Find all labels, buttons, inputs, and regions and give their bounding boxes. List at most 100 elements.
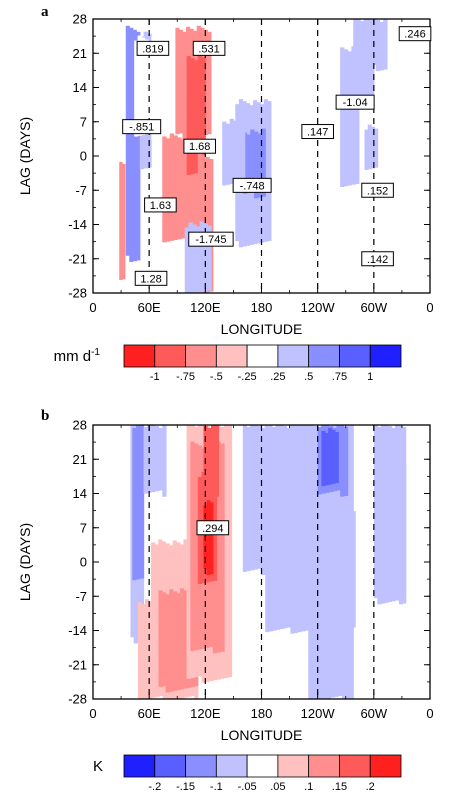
anomaly-cell [317,666,323,697]
x-tick-label: 180 [251,706,273,721]
value-annotation: .294 [202,523,223,535]
value-annotation: .531 [198,43,219,55]
anomaly-cell [136,425,141,580]
anomaly-cell [246,134,251,193]
anomaly-cell [207,225,212,291]
colorbar-swatch [277,344,310,368]
colorbar-unit-superscript: -1 [91,347,100,358]
colorbar-tick-label: -.05 [238,781,257,793]
anomaly-cell [184,134,190,238]
anomaly-cell [253,425,258,570]
anomaly-cell [275,425,280,572]
value-annotation-box [122,119,162,135]
anomaly-cell [165,543,170,612]
anomaly-cell [295,425,300,541]
anomaly-cell [169,133,175,241]
y-tick-label: -14 [68,623,87,638]
colorbar-tick-label: -.25 [238,371,257,383]
anomaly-cell [312,610,317,699]
anomaly-cell [194,443,199,651]
anomaly-cell [308,608,313,699]
y-tick-label: -21 [68,251,87,266]
colorbar-swatch [339,754,371,778]
value-annotation: 1.63 [150,200,171,212]
anomaly-cell [186,425,191,679]
anomaly-cell [395,467,400,599]
anomaly-cell [246,427,251,572]
anomaly-cell [311,510,317,630]
anomaly-cell [283,515,288,629]
y-axis-label: LAG (DAYS) [17,117,33,195]
anomaly-cell [398,462,403,605]
anomaly-cell [161,541,167,612]
anomaly-cell [297,516,302,633]
anomaly-cell [201,57,206,179]
x-axis-label: LONGITUDE [221,727,303,743]
anomaly-cell [276,511,281,630]
value-annotation-box [398,26,432,42]
value-annotation: .152 [367,185,388,197]
anomaly-cell [334,608,339,697]
anomaly-cell [224,425,229,678]
y-tick-label: -21 [68,657,87,672]
colorbar-swatch [154,344,186,368]
anomaly-cell [330,613,336,698]
anomaly-cell [333,515,338,632]
colorbar-tick-label: .2 [366,781,375,793]
anomaly-cell [304,513,309,631]
anomaly-cell [194,60,199,174]
anomaly-cell [183,539,188,615]
anomaly-cell [351,511,356,628]
anomaly-cell [186,56,191,175]
anomaly-cell [155,598,160,697]
y-tick-label: -7 [75,589,87,604]
anomaly-cell [343,49,349,187]
anomaly-cell [363,19,368,108]
anomaly-cell [220,443,225,652]
anomaly-cell [139,425,145,579]
anomaly-cell [379,22,384,71]
anomaly-cell [374,128,379,168]
anomaly-cell [179,544,185,608]
anomaly-cell [192,224,197,293]
colorbar-unit: K [93,758,103,775]
anomaly-cell [151,425,156,493]
value-annotation-box [335,94,375,110]
value-annotation-box [232,177,272,193]
colorbar-tick-label: .25 [270,371,285,383]
anomaly-cell [122,163,126,280]
y-tick-label: 0 [80,149,87,164]
y-tick-label: 7 [80,520,87,535]
value-annotation: .819 [142,43,163,55]
anomaly-cell [192,138,197,237]
anomaly-cell [286,510,292,628]
y-tick-label: -7 [75,183,87,198]
anomaly-cell [134,40,139,137]
anomaly-cell [172,540,177,610]
anomaly-cell [364,129,369,171]
anomaly-cell [337,510,342,631]
anomaly-cell [250,129,255,193]
anomaly-cell [169,589,174,692]
anomaly-cell [282,426,288,571]
y-tick-label: -14 [68,217,87,232]
value-annotation: .246 [404,29,425,41]
anomaly-cell [137,602,143,699]
anomaly-cell [125,25,130,256]
colorbar-swatch [277,754,310,778]
value-annotation-box [136,40,170,56]
anomaly-cell [172,591,177,691]
anomaly-cell [264,425,269,575]
x-tick-label: 120W [301,706,336,721]
colorbar-swatch [154,754,186,778]
colorbar-swatch [123,344,156,368]
anomaly-cell [319,514,324,628]
anomaly-cell [319,607,324,699]
anomaly-cell [317,427,323,495]
anomaly-cell [209,502,214,575]
anomaly-cell [227,425,233,678]
value-annotation-box [183,138,217,154]
anomaly-cell [360,21,365,109]
